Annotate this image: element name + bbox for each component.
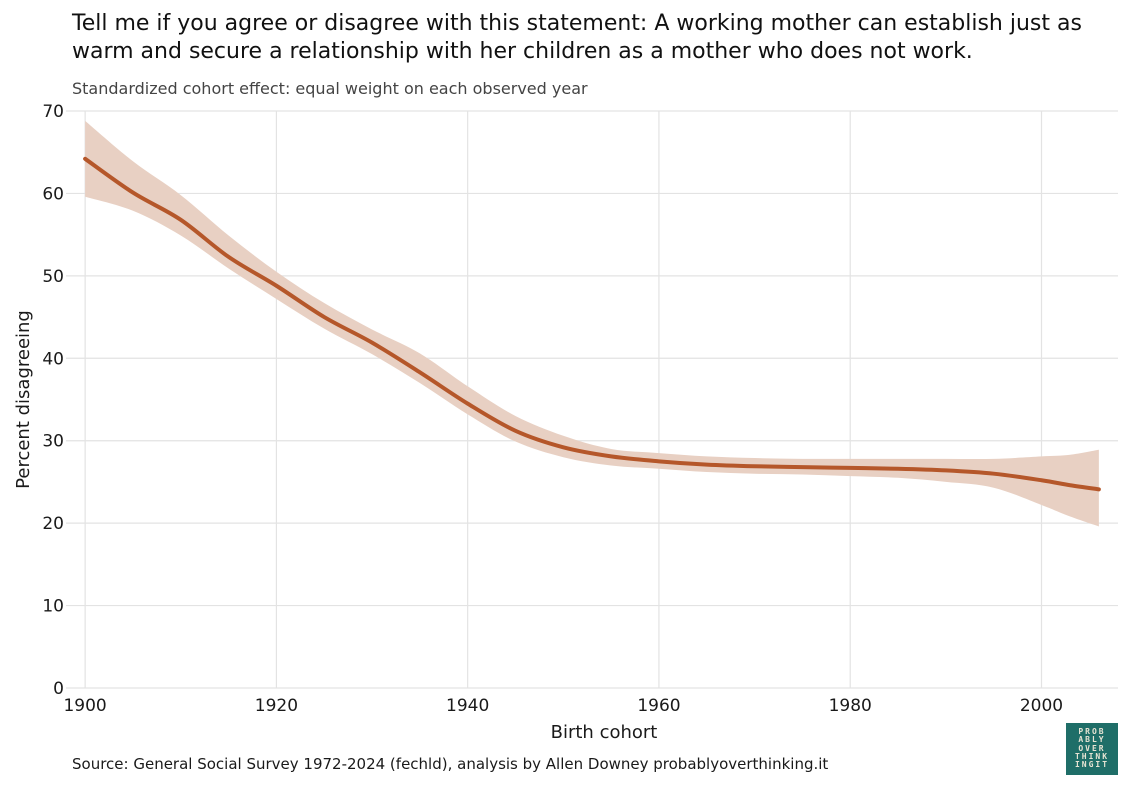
y-tick-label: 0 <box>53 679 64 699</box>
y-tick-label: 50 <box>42 267 64 287</box>
y-tick-label: 40 <box>42 349 64 369</box>
x-tick-label: 1980 <box>829 696 872 716</box>
x-axis-title: Birth cohort <box>551 722 658 743</box>
series-line <box>83 156 1101 492</box>
chart-title: Tell me if you agree or disagree with th… <box>72 11 1082 64</box>
y-axis-title: Percent disagreeing <box>13 310 34 489</box>
x-tick-label: 2000 <box>1020 696 1063 716</box>
x-tick-label: 1940 <box>446 696 489 716</box>
chart-subtitle: Standardized cohort effect: equal weight… <box>72 79 588 98</box>
y-tick-label: 10 <box>42 597 64 617</box>
x-tick-label: 1960 <box>637 696 680 716</box>
y-tick-label: 70 <box>42 102 64 122</box>
y-tick-label: 30 <box>42 432 64 452</box>
y-tick-label: 60 <box>42 184 64 204</box>
x-tick-label: 1900 <box>63 696 106 716</box>
confidence-band <box>85 120 1099 527</box>
probably-overthinking-logo: PROB ABLY OVER THINK INGIT <box>1066 723 1118 775</box>
x-tick-label: 1920 <box>255 696 298 716</box>
y-tick-label: 20 <box>42 514 64 534</box>
source-note: Source: General Social Survey 1972-2024 … <box>72 755 829 773</box>
